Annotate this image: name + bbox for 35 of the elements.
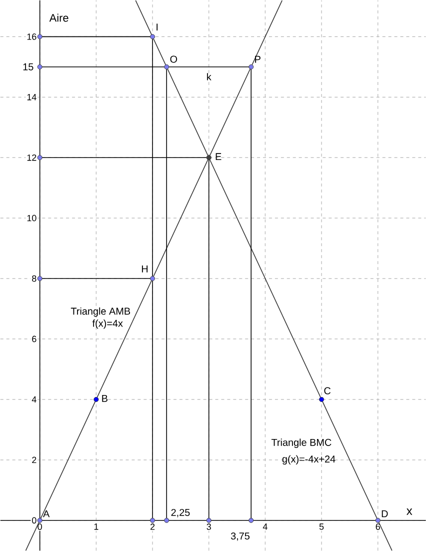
x-tick-label: 2 [150,524,154,530]
x-tick-label: 0 [38,524,42,530]
y-tick-label: 4 [32,396,36,403]
x-tick-label: 1 [94,524,98,530]
annotation: O [170,56,177,63]
y-tick-label: 6 [32,336,36,342]
annotation: Triangle BMC [271,438,332,448]
y-tick-label: 0 [32,517,36,524]
annotation: f(x)=4x [92,320,123,329]
x-axis-title: x [406,508,412,515]
x-tick-label: 4 [262,524,268,530]
annotation: C [324,387,330,394]
x-tick-label: 5 [319,524,324,530]
annotation: k [206,73,212,80]
annotation: g(x)=-4x+24 [282,455,336,465]
annotation: I [156,24,158,31]
x-tick-label: 6 [376,524,380,530]
annotation: E [216,153,222,160]
y-tick-label: 16 [27,34,36,40]
y-tick-label: 10 [27,214,36,222]
annotation: 3,75 [230,532,250,541]
annotation: Triangle AMB [70,307,130,317]
y-tick-label: 12 [27,154,36,161]
y-axis-title: Aire [49,14,68,22]
y-tick-label: 2 [32,456,36,464]
annotation: D [382,510,388,518]
annotation: H [142,266,148,272]
annotation: P [255,56,260,63]
annotation: 2,25 [171,508,190,518]
annotation: 15 [23,63,34,70]
y-tick-label: 14 [27,94,36,100]
y-tick-label: 8 [32,275,36,282]
x-tick-label: 3 [206,524,211,530]
annotation: B [102,395,108,402]
annotation: A [42,510,50,518]
